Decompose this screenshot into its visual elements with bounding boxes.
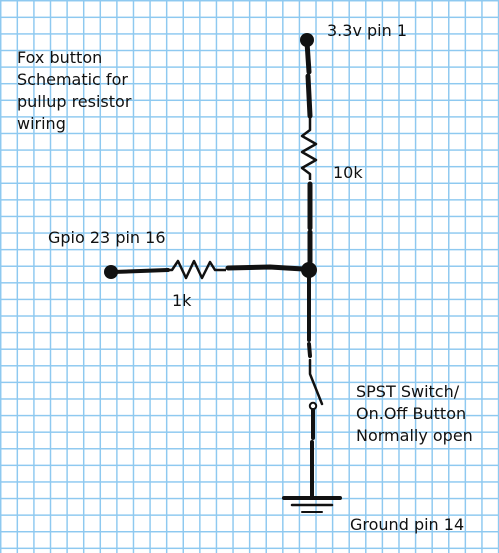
- vcc-wire: [304, 39, 313, 119]
- pullup-resistor-symbol: [300, 118, 318, 180]
- diagram-title-line: Fox button: [17, 48, 103, 67]
- gpio-label: Gpio 23 pin 16: [48, 228, 166, 247]
- series-resistor-symbol: [168, 259, 226, 280]
- switch-lever: [308, 358, 324, 406]
- series-to-junction-wire: [225, 264, 306, 272]
- switch-label-line: Normally open: [356, 426, 473, 445]
- diagram-title-line: wiring: [17, 114, 66, 133]
- switch-to-ground-wire: [310, 408, 315, 498]
- junction-to-switch-wire: [307, 274, 312, 358]
- switch-label: SPST Switch/ On.Off Button Normally open: [356, 381, 473, 447]
- vcc-label: 3.3v pin 1: [327, 21, 408, 40]
- series-resistor-label: 1k: [172, 291, 192, 310]
- junction-dot: [301, 262, 317, 278]
- gpio-wire: [111, 268, 170, 274]
- switch-label-line: On.Off Button: [356, 404, 467, 423]
- diagram-title-line: pullup resistor: [17, 92, 132, 111]
- diagram-title: Fox button Schematic for pullup resistor…: [17, 47, 131, 135]
- diagram-title-line: Schematic for: [17, 70, 128, 89]
- switch-label-line: SPST Switch/: [356, 382, 460, 401]
- ground-symbol: [282, 496, 342, 513]
- ground-label: Ground pin 14: [350, 515, 465, 534]
- pullup-resistor-label: 10k: [333, 163, 363, 182]
